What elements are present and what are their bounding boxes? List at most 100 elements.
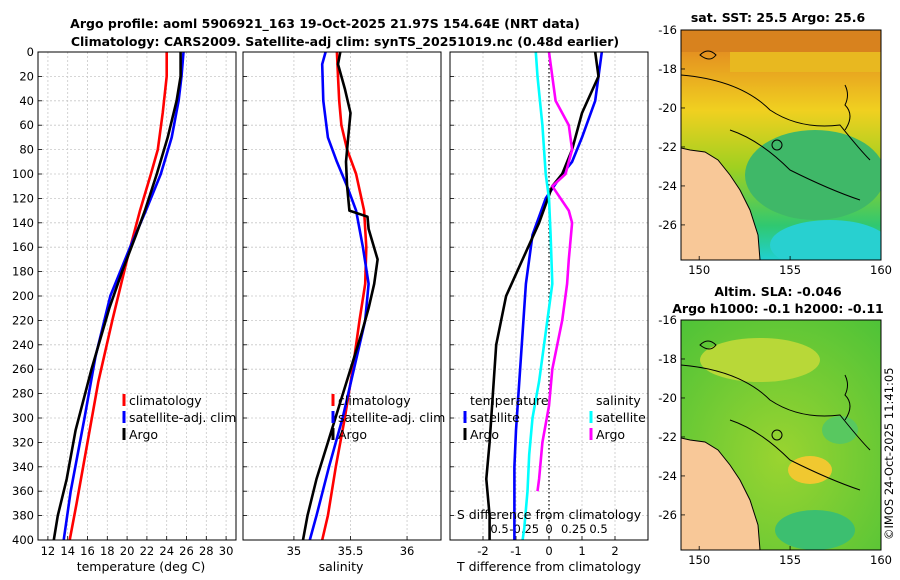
series-line-temperature-argo [484,51,600,540]
x-tick-label: 35 [287,544,302,558]
difference-panel: -2 -1 0 1 20.5 -0.25 0 0.25 0.5 [449,51,649,558]
y-tick-label: 100 [12,167,34,181]
y-tick-label: 260 [12,362,34,376]
y-tick-label: 20 [19,69,34,83]
y-tick-label: 180 [12,265,34,279]
y-tick-label: 200 [12,289,34,303]
difference-top-xlabel: S difference from climatology [457,507,642,522]
reef-contour [681,364,871,451]
x-tick-label: 22 [140,544,155,558]
sst-coolest-patch [770,220,881,260]
x-tick-label: 18 [100,544,115,558]
argo-float-marker [771,139,783,151]
legend-label: Argo [470,427,499,442]
sla-map-frame [680,319,882,551]
legend-label: Argo [596,427,625,442]
imos-watermark: ©IMOS 24-Oct-2025 11:41:05 [882,367,896,540]
top-x-tick-label: 0.5 [589,522,607,536]
legend-header-temperature: temperature [470,393,549,408]
sst-cool-patch [745,130,881,220]
sst-warm-band [681,30,881,52]
map-y-tick-label: -16 [658,313,677,327]
temperature-xlabel: temperature (deg C) [77,559,206,574]
bathymetry-contour [729,129,861,201]
sla-map-title-line2: Argo h1000: -0.1 h2000: -0.11 [672,301,884,316]
reef-contour [681,74,871,161]
island-outline [699,340,717,350]
difference-legend: temperature satellite Argo salinity sate… [463,393,646,442]
series-line-climatology [320,51,368,541]
sst-map-ticks: 150 155 160 -16 -18 -20 -22 -24 -26 [658,23,892,277]
series-line-salinity-satellite [521,51,554,541]
legend-header-salinity: salinity [596,393,641,408]
map-y-tick-label: -18 [658,352,677,366]
salinity-legend: climatology satellite-adj. clim Argo [331,393,445,442]
x-tick-label: 14 [60,544,75,558]
x-tick-label: 30 [219,544,234,558]
salinity-panel: 35 35.5 36 [242,51,442,558]
sla-high-anomaly-north [700,338,820,382]
x-tick-label: 12 [41,544,56,558]
island-outline [699,50,717,60]
map-y-tick-label: -22 [658,430,677,444]
sst-map [681,30,881,260]
legend-label: climatology [338,393,411,408]
y-tick-label: 280 [12,387,34,401]
legend-label: climatology [129,393,202,408]
series-line-salinity-argo [536,51,574,492]
x-tick-label: 35.5 [338,544,364,558]
map-y-tick-label: -20 [658,391,677,405]
reef-outline [844,374,851,421]
x-tick-label: 36 [400,544,415,558]
series-line-argo [52,52,182,541]
map-x-tick-label: 150 [688,263,710,277]
y-tick-label: 240 [12,338,34,352]
map-y-tick-label: -26 [658,218,677,232]
y-tick-label: 340 [12,460,34,474]
map-x-tick-label: 150 [688,553,710,567]
sla-map-title-line1: Altim. SLA: -0.046 [714,284,842,299]
argo-float-marker [771,429,783,441]
figure-title-line2: Climatology: CARS2009. Satellite-adj cli… [71,34,619,50]
x-tick-label: 16 [80,544,95,558]
y-tick-label: 300 [12,411,34,425]
figure-title-line1: Argo profile: aoml 5906921_163 19-Oct-20… [70,16,580,32]
y-tick-label: 60 [19,118,34,132]
legend-label: Argo [338,427,367,442]
y-tick-label: 120 [12,191,34,205]
x-tick-label: 26 [179,544,194,558]
y-tick-label: 360 [12,484,34,498]
series-line-satellite-adj-clim [308,51,370,541]
bathymetry-contour [729,419,861,491]
map-y-tick-label: -24 [658,469,677,483]
top-x-tick-label: 0.25 [561,522,587,536]
map-x-tick-label: 160 [870,263,892,277]
reef-outline [844,84,851,131]
x-tick-label: 20 [120,544,135,558]
map-y-tick-label: -24 [658,179,677,193]
x-tick-label: 0 [545,544,552,558]
temperature-legend: climatology satellite-adj. clim Argo [122,393,236,442]
plot-frame [242,51,442,541]
top-x-tick-label: 0 [545,522,552,536]
y-tick-label: 80 [19,143,34,157]
y-tick-label: 380 [12,509,34,523]
y-tick-label: 400 [12,533,34,547]
legend-label: satellite [596,410,646,425]
legend-label: satellite-adj. clim [129,410,236,425]
legend-label: Argo [129,427,158,442]
top-x-tick-label: 0.5 [490,522,508,536]
difference-xlabel: T difference from climatology [456,559,642,574]
series-line-argo [301,51,379,541]
x-tick-label: 28 [199,544,214,558]
map-x-tick-label: 155 [779,553,801,567]
x-tick-label: -2 [477,544,488,558]
sst-map-title: sat. SST: 25.5 Argo: 25.6 [691,10,866,25]
y-tick-label: 40 [19,94,34,108]
y-tick-label: 160 [12,240,34,254]
map-y-tick-label: -16 [658,23,677,37]
australia-landmass [681,437,761,550]
x-tick-label: 1 [578,544,585,558]
series-line-climatology [68,52,168,541]
map-y-tick-label: -20 [658,101,677,115]
